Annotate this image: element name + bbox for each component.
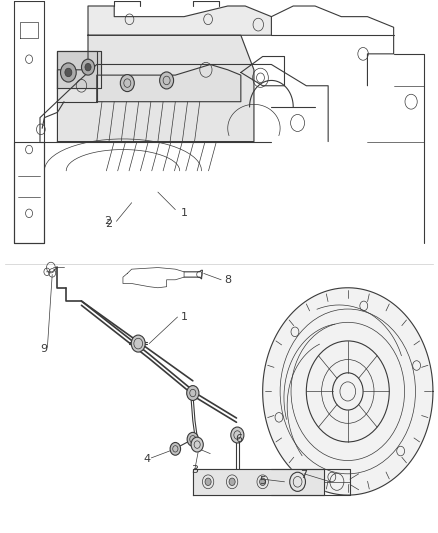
Circle shape: [170, 442, 180, 455]
Text: 2: 2: [104, 216, 111, 227]
Circle shape: [120, 75, 134, 92]
Circle shape: [159, 72, 173, 89]
Text: 9: 9: [40, 344, 47, 354]
Text: 8: 8: [224, 275, 231, 285]
Polygon shape: [57, 51, 101, 88]
Text: 5: 5: [259, 476, 266, 486]
Circle shape: [81, 59, 95, 75]
Circle shape: [231, 427, 244, 443]
Polygon shape: [88, 6, 272, 35]
Circle shape: [191, 437, 203, 452]
Text: 7: 7: [300, 470, 308, 480]
Polygon shape: [97, 64, 241, 102]
Circle shape: [187, 432, 198, 446]
Circle shape: [131, 335, 145, 352]
Circle shape: [229, 478, 235, 486]
Text: 1: 1: [180, 208, 187, 219]
Text: 1: 1: [180, 312, 187, 322]
Circle shape: [60, 63, 76, 82]
Circle shape: [65, 68, 72, 77]
Text: 4: 4: [143, 454, 151, 464]
Circle shape: [260, 478, 266, 486]
Circle shape: [205, 478, 211, 486]
Polygon shape: [193, 469, 324, 495]
Text: 6: 6: [235, 434, 242, 445]
Text: 2: 2: [105, 219, 112, 229]
Polygon shape: [263, 288, 433, 495]
Circle shape: [187, 385, 199, 400]
Circle shape: [85, 63, 91, 71]
Text: 3: 3: [191, 465, 198, 474]
Polygon shape: [57, 35, 254, 142]
